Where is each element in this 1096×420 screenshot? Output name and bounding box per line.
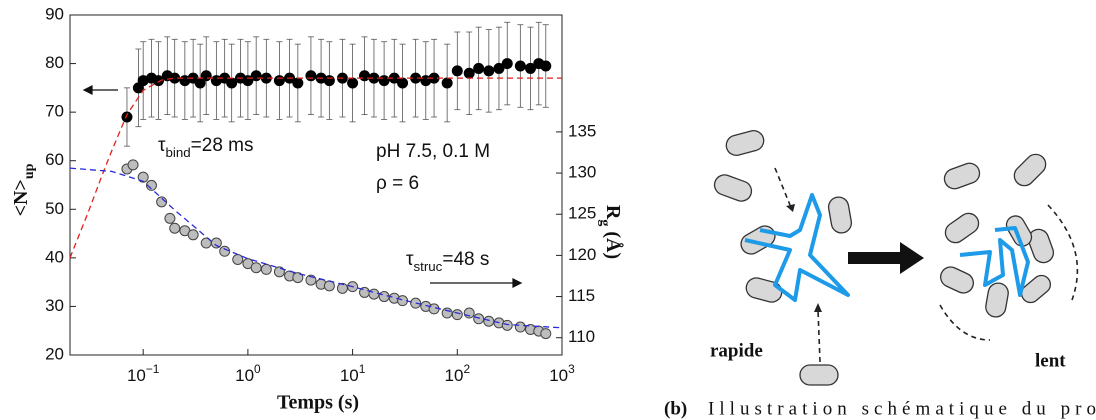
data-point	[156, 196, 168, 208]
data-point	[121, 111, 133, 123]
x-tick-label: 10−1	[127, 362, 160, 385]
diagram-label: rapide	[710, 340, 763, 361]
y-tick-label: 40	[45, 247, 64, 266]
data-point	[473, 62, 485, 74]
data-point	[250, 262, 262, 274]
y-tick-label: 30	[45, 296, 64, 315]
caption: Illustration schématique du pro	[708, 398, 1096, 419]
annotation: pH 7.5, 0.1 M	[376, 141, 490, 162]
data-point	[540, 60, 552, 72]
x-tick-label: 102	[445, 362, 471, 385]
data-point	[137, 171, 149, 183]
data-point	[200, 70, 212, 82]
data-point	[483, 65, 495, 77]
y2-tick-label: 125	[568, 204, 596, 223]
data-point	[347, 77, 359, 89]
x-tick-label: 103	[549, 362, 575, 385]
y-tick-label: 20	[45, 344, 64, 363]
y2-tick-label: 115	[568, 286, 595, 305]
x-tick-label: 101	[340, 362, 366, 385]
data-point	[169, 222, 181, 234]
y-tick-label: 70	[45, 102, 64, 121]
data-point	[514, 60, 526, 72]
data-point	[378, 75, 390, 87]
data-point	[164, 212, 176, 224]
fit-line	[69, 167, 563, 329]
caption-tag: (b)	[664, 398, 687, 419]
y-tick-label: 50	[45, 199, 64, 218]
data-point	[463, 307, 475, 319]
data-point	[273, 75, 285, 87]
data-point	[524, 62, 536, 74]
data-point	[501, 58, 513, 70]
data-point	[273, 266, 285, 278]
y2-tick-label: 110	[568, 327, 595, 346]
data-point	[359, 70, 371, 82]
schematic: rapide lent (b) Illustration schématique…	[664, 130, 1096, 419]
data-point	[410, 297, 422, 309]
y2-axis-label: Rg (Å)	[597, 205, 625, 259]
data-point	[323, 75, 335, 87]
data-point	[219, 245, 231, 257]
y-tick-label: 90	[45, 4, 64, 23]
chart-layer: 10−1 100 101 102 103 20 30 40 50 60 70 80 90 110 115 12…	[45, 4, 596, 385]
data-point	[501, 319, 513, 331]
data-point	[493, 62, 505, 74]
data-point	[368, 288, 380, 300]
axis-arrows	[82, 85, 523, 288]
data-point	[250, 70, 262, 82]
y2-tick-label: 120	[568, 245, 596, 264]
data-point	[451, 65, 463, 77]
data-point	[397, 77, 409, 89]
data-point	[292, 77, 304, 89]
data-point	[187, 229, 199, 241]
x-tick-label: 100	[235, 362, 261, 385]
data-point	[152, 75, 164, 87]
data-point	[210, 237, 222, 249]
data-point	[514, 321, 526, 333]
data-point	[292, 272, 304, 284]
data-point	[127, 159, 139, 171]
data-point	[451, 309, 463, 321]
diagram-label: lent	[1035, 350, 1066, 371]
data-point	[260, 263, 272, 275]
data-point	[232, 254, 244, 266]
x-axis-label: Temps (s)	[277, 392, 359, 414]
y-tick-label: 60	[45, 150, 64, 169]
data-point	[441, 307, 453, 319]
data-point	[473, 313, 485, 325]
data-point	[305, 70, 317, 82]
plot-frame	[69, 14, 563, 356]
data-point	[540, 328, 552, 340]
annotation: τstruc=48 s	[406, 249, 489, 274]
y-axis-label: <N>up	[10, 163, 37, 216]
y2-tick-label: 135	[568, 121, 596, 140]
data-point	[145, 179, 157, 191]
y2-tick-label: 130	[568, 163, 596, 182]
annotation: τbind=28 ms	[158, 135, 254, 160]
data-point	[441, 77, 453, 89]
data-point	[483, 315, 495, 327]
fit-line	[69, 77, 562, 259]
y-tick-label: 80	[45, 53, 64, 72]
data-point	[463, 67, 475, 79]
annotation: ρ = 6	[376, 173, 419, 194]
